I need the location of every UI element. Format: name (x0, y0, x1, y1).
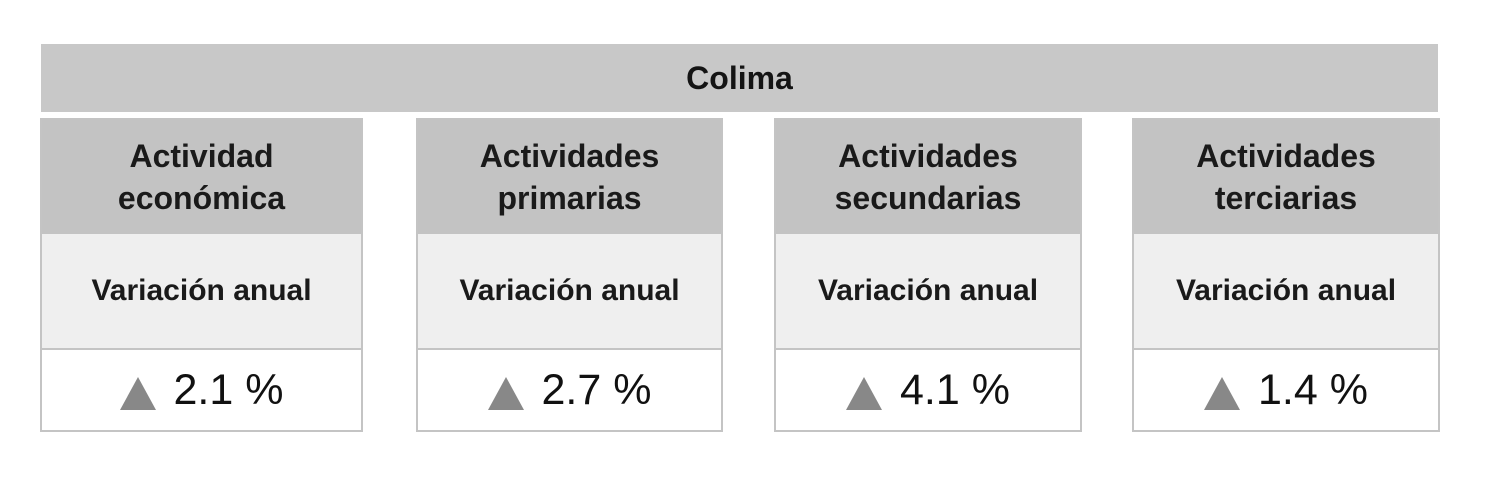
indicator-card-actividad-economica: Actividad económica Variación anual 2.1 … (40, 118, 363, 432)
up-triangle-icon (1204, 376, 1241, 410)
card-value-row: 4.1 % (776, 350, 1080, 430)
card-value: 2.7 % (541, 365, 652, 414)
card-subtitle: Variación anual (42, 234, 361, 350)
indicator-card-actividades-terciarias: Actividades terciarias Variación anual 1… (1132, 118, 1440, 432)
up-triangle-icon (487, 376, 524, 410)
card-title: Actividades terciarias (1134, 120, 1438, 234)
card-subtitle: Variación anual (418, 234, 721, 350)
card-title: Actividad económica (42, 120, 361, 234)
card-value: 1.4 % (1258, 365, 1368, 414)
card-value-row: 1.4 % (1134, 350, 1438, 430)
card-subtitle: Variación anual (776, 234, 1080, 350)
region-title: Colima (41, 44, 1438, 112)
up-triangle-icon (846, 376, 883, 410)
card-value-row: 2.7 % (418, 350, 721, 430)
card-value-row: 2.1 % (42, 350, 361, 430)
card-subtitle: Variación anual (1134, 234, 1438, 350)
up-triangle-icon (119, 376, 156, 410)
card-title: Actividades primarias (418, 120, 721, 234)
card-title: Actividades secundarias (776, 120, 1080, 234)
card-value: 2.1 % (173, 365, 284, 414)
card-value: 4.1 % (900, 365, 1010, 414)
indicator-card-actividades-primarias: Actividades primarias Variación anual 2.… (416, 118, 723, 432)
indicator-card-actividades-secundarias: Actividades secundarias Variación anual … (774, 118, 1082, 432)
